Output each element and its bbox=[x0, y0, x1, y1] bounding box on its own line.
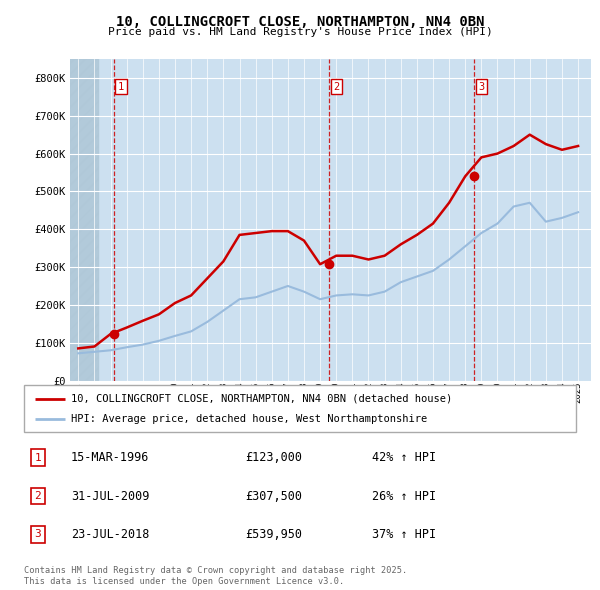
Text: 10, COLLINGCROFT CLOSE, NORTHAMPTON, NN4 0BN: 10, COLLINGCROFT CLOSE, NORTHAMPTON, NN4… bbox=[116, 15, 484, 29]
Text: 3: 3 bbox=[478, 81, 485, 91]
Bar bbox=[70, 59, 99, 381]
Text: 10, COLLINGCROFT CLOSE, NORTHAMPTON, NN4 0BN (detached house): 10, COLLINGCROFT CLOSE, NORTHAMPTON, NN4… bbox=[71, 394, 452, 404]
Text: 1: 1 bbox=[34, 453, 41, 463]
Text: 1: 1 bbox=[118, 81, 124, 91]
Text: £539,950: £539,950 bbox=[245, 528, 302, 541]
Text: 31-JUL-2009: 31-JUL-2009 bbox=[71, 490, 149, 503]
Text: 2: 2 bbox=[34, 491, 41, 501]
Text: 37% ↑ HPI: 37% ↑ HPI bbox=[372, 528, 436, 541]
Text: £307,500: £307,500 bbox=[245, 490, 302, 503]
Text: Price paid vs. HM Land Registry's House Price Index (HPI): Price paid vs. HM Land Registry's House … bbox=[107, 27, 493, 37]
Text: £123,000: £123,000 bbox=[245, 451, 302, 464]
Text: 2: 2 bbox=[334, 81, 340, 91]
Text: 23-JUL-2018: 23-JUL-2018 bbox=[71, 528, 149, 541]
Text: 42% ↑ HPI: 42% ↑ HPI bbox=[372, 451, 436, 464]
Text: HPI: Average price, detached house, West Northamptonshire: HPI: Average price, detached house, West… bbox=[71, 414, 427, 424]
Text: 15-MAR-1996: 15-MAR-1996 bbox=[71, 451, 149, 464]
Text: 3: 3 bbox=[34, 529, 41, 539]
Text: 26% ↑ HPI: 26% ↑ HPI bbox=[372, 490, 436, 503]
Text: Contains HM Land Registry data © Crown copyright and database right 2025.
This d: Contains HM Land Registry data © Crown c… bbox=[24, 566, 407, 586]
